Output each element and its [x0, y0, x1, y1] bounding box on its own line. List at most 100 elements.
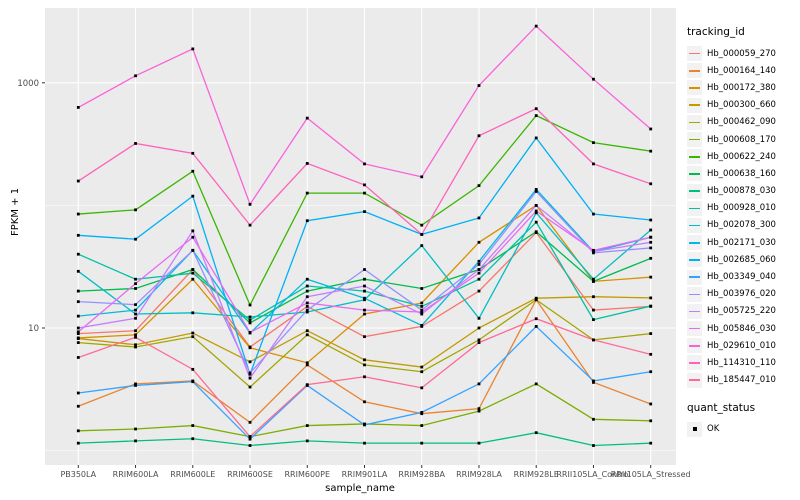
- data-point: [477, 326, 481, 330]
- data-point: [134, 329, 137, 333]
- data-point: [305, 383, 309, 387]
- legend-entry-label: Hb_000172_380: [707, 82, 776, 93]
- data-point: [248, 437, 252, 441]
- data-point: [76, 356, 80, 359]
- legend-key-line-icon: [689, 241, 700, 244]
- data-point: [76, 330, 80, 334]
- data-point: [191, 151, 195, 155]
- data-point: [134, 303, 137, 307]
- data-point: [649, 246, 653, 250]
- legend-entry: Hb_000638_160: [687, 165, 799, 182]
- data-point: [248, 360, 252, 364]
- data-point: [134, 282, 137, 286]
- data-point: [477, 407, 481, 411]
- legend-entry: Hb_002685_060: [687, 251, 799, 268]
- data-point: [649, 256, 653, 260]
- data-point: [305, 191, 309, 195]
- legend-entry: Hb_000928_010: [687, 200, 799, 217]
- data-point: [76, 300, 80, 304]
- data-point: [363, 284, 366, 288]
- data-point: [248, 435, 252, 439]
- data-point: [534, 114, 538, 118]
- legend-title-tracking: tracking_id: [687, 26, 745, 38]
- legend-entry: Hb_114310_110: [687, 354, 799, 371]
- data-point: [477, 216, 481, 220]
- data-point: [191, 311, 195, 315]
- legend-key: [687, 338, 702, 354]
- data-point: [363, 308, 366, 312]
- data-point: [420, 287, 424, 290]
- data-point: [191, 437, 195, 441]
- data-point: [592, 162, 595, 166]
- x-tick-label: RRIM928BA: [398, 470, 445, 479]
- data-point: [363, 298, 366, 302]
- data-point: [134, 208, 137, 212]
- data-point: [248, 420, 252, 424]
- data-point: [76, 341, 80, 345]
- legend-key: [687, 372, 702, 388]
- legend-key-line-icon: [689, 293, 700, 296]
- legend-key: [687, 217, 702, 233]
- data-point: [420, 365, 424, 369]
- data-point: [649, 228, 653, 232]
- data-point: [76, 233, 80, 237]
- data-point: [477, 341, 481, 345]
- legend-entry-label: Hb_005846_030: [707, 323, 776, 334]
- legend-entry-label: Hb_002078_300: [707, 220, 776, 231]
- data-point: [592, 444, 595, 447]
- legend-entry: Hb_000300_660: [687, 97, 799, 114]
- legend-entry-label: Hb_000462_090: [707, 117, 776, 128]
- data-point: [248, 376, 252, 380]
- data-point: [534, 431, 538, 435]
- data-point: [248, 223, 252, 227]
- legend-key-point-icon: [692, 427, 697, 432]
- data-point: [248, 444, 252, 447]
- legend-entry: Hb_002171_030: [687, 234, 799, 251]
- legend-key: [687, 200, 702, 216]
- data-point: [592, 379, 595, 383]
- y-tick-label: 10: [28, 324, 39, 334]
- data-point: [134, 74, 137, 78]
- legend-entry: Hb_185447_010: [687, 372, 799, 389]
- data-point: [420, 312, 424, 316]
- legend-entry: Hb_005846_030: [687, 320, 799, 337]
- data-point: [420, 386, 424, 390]
- data-point: [76, 404, 80, 408]
- legend-key-line-icon: [689, 379, 700, 382]
- data-point: [248, 346, 252, 350]
- data-point: [134, 316, 137, 320]
- data-point: [534, 209, 538, 213]
- data-point: [363, 423, 366, 427]
- panel-background: [45, 8, 676, 465]
- legend-key-line-icon: [689, 207, 700, 210]
- data-point: [363, 289, 366, 293]
- data-point: [248, 202, 252, 206]
- data-point: [191, 424, 195, 427]
- data-point: [191, 335, 195, 339]
- data-point: [305, 277, 309, 281]
- x-tick-label: RRIM928LA: [456, 470, 502, 479]
- legend-entry-label: Hb_029610_010: [707, 340, 776, 351]
- legend-key: [687, 166, 702, 182]
- legend-tracking-entries: Hb_000059_270 Hb_000164_140 Hb_000172_380 H…: [687, 45, 799, 389]
- data-point: [420, 223, 424, 227]
- x-tick-label: RRII105LA_Control: [556, 470, 630, 479]
- data-point: [592, 279, 595, 283]
- data-point: [534, 211, 538, 215]
- data-point: [534, 382, 538, 386]
- data-point: [534, 325, 538, 328]
- legend-entry: Hb_000172_380: [687, 79, 799, 96]
- data-point: [76, 337, 80, 340]
- legend-key-line-icon: [689, 362, 700, 364]
- legend-entry-label: Hb_114310_110: [707, 357, 776, 368]
- data-point: [592, 308, 595, 312]
- data-point: [191, 380, 195, 384]
- data-point: [420, 410, 424, 414]
- data-point: [534, 24, 538, 28]
- data-point: [76, 269, 80, 273]
- data-point: [363, 312, 366, 316]
- data-point: [649, 149, 653, 153]
- x-tick-label: RRIM600LE: [170, 470, 215, 479]
- data-point: [76, 106, 80, 109]
- data-point: [248, 321, 252, 325]
